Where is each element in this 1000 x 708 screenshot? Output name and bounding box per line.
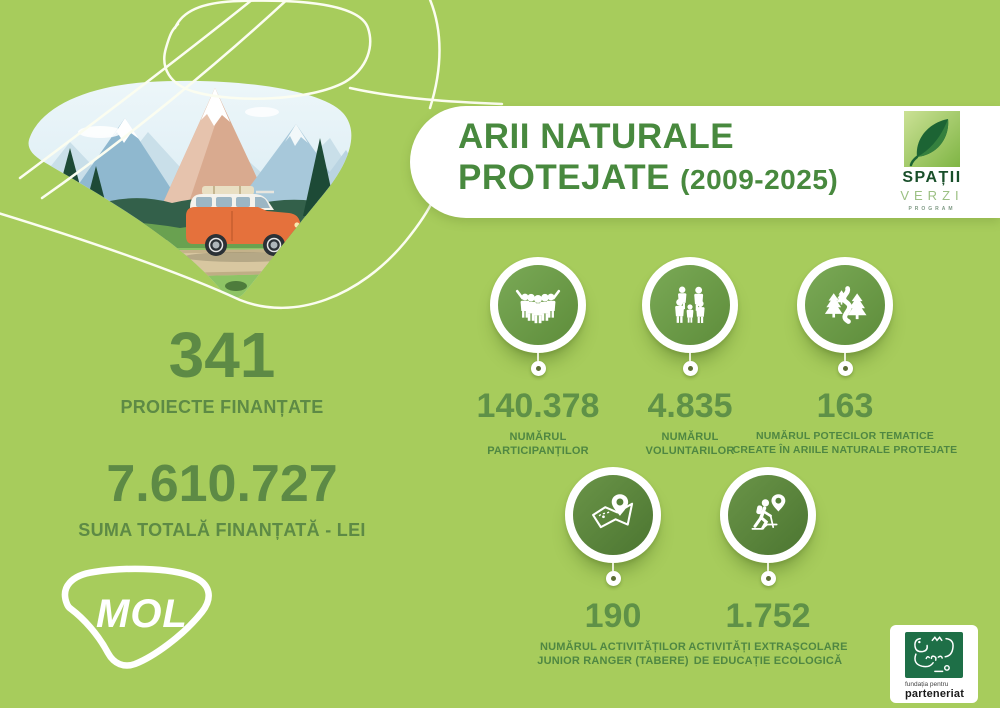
decorative-swoosh-lines bbox=[0, 0, 504, 309]
page-title: ARII NATURALE PROTEJATE (2009-2025) bbox=[458, 116, 838, 199]
projects-label: PROIECTE FINANȚATE bbox=[120, 396, 324, 417]
header-banner: ARII NATURALE PROTEJATE (2009-2025) bbox=[410, 106, 1000, 218]
connector-line bbox=[767, 563, 769, 571]
camper-van bbox=[184, 186, 303, 262]
stat-label: NUMĂRUL PARTICIPANȚILOR bbox=[487, 431, 589, 458]
connector-dot bbox=[682, 361, 698, 376]
stat-label: NUMĂRUL POTECILOR TEMATICE CREATE ÎN ARI… bbox=[732, 430, 958, 456]
hiker-pin-icon bbox=[720, 467, 816, 563]
stat-participants: 140.378 NUMĂRUL PARTICIPANȚILOR bbox=[448, 257, 628, 459]
connector-dot bbox=[760, 571, 776, 586]
partner-doodle-icon bbox=[905, 632, 963, 678]
program-logo-name2: VERZI bbox=[900, 188, 964, 203]
connector-line bbox=[844, 353, 846, 361]
connector-dot bbox=[530, 361, 546, 376]
spatii-verzi-logo: SPAȚII VERZI PROGRAM bbox=[890, 111, 974, 212]
stat-value: 1.752 bbox=[725, 597, 811, 635]
forest-trail-icon bbox=[797, 257, 893, 353]
title-line-2: PROTEJATE (2009-2025) bbox=[458, 158, 839, 198]
stat-label: NUMĂRUL ACTIVITĂȚILOR JUNIOR RANGER (TAB… bbox=[537, 641, 689, 668]
mountain-van-scene bbox=[28, 80, 352, 298]
partner-name-line2: parteneriat bbox=[905, 688, 965, 700]
stat-label: NUMĂRUL VOLUNTARILOR bbox=[645, 431, 735, 458]
stat-value: 163 bbox=[816, 387, 874, 425]
mol-logo: MOL bbox=[52, 562, 222, 682]
stat-thematic-trails: 163 NUMĂRUL POTECILOR TEMATICE CREATE ÎN… bbox=[725, 257, 965, 457]
connector-dot bbox=[605, 571, 621, 586]
volunteers-icon bbox=[642, 257, 738, 353]
leaf-icon bbox=[904, 111, 960, 167]
svg-text:MOL: MOL bbox=[96, 592, 188, 636]
connector-dot bbox=[837, 361, 853, 376]
total-funding: 7.610.727 bbox=[106, 454, 338, 513]
stat-volunteers: 4.835 NUMĂRUL VOLUNTARILOR bbox=[610, 257, 770, 459]
stat-value: 190 bbox=[584, 597, 642, 635]
crowd-icon bbox=[490, 257, 586, 353]
map-pin-icon bbox=[565, 467, 661, 563]
projects-count: 341 bbox=[168, 319, 276, 391]
stat-value: 140.378 bbox=[476, 387, 600, 425]
total-funding-label: SUMA TOTALĂ FINANȚATĂ - LEI bbox=[78, 519, 366, 540]
partner-name-line1: fundația pentru bbox=[905, 681, 949, 688]
stat-value: 4.835 bbox=[647, 387, 733, 425]
stat-label: ACTIVITĂȚI EXTRAȘCOLARE DE EDUCAȚIE ECOL… bbox=[688, 641, 848, 668]
title-line-1: ARII NATURALE bbox=[458, 117, 735, 156]
stat-eco-education: 1.752 ACTIVITĂȚI EXTRAȘCOLARE DE EDUCAȚI… bbox=[663, 467, 873, 669]
program-logo-subtitle: PROGRAM bbox=[908, 206, 956, 212]
title-period: (2009-2025) bbox=[680, 164, 839, 196]
program-logo-name: SPAȚII bbox=[902, 169, 962, 186]
connector-line bbox=[612, 563, 614, 571]
connector-line bbox=[537, 353, 539, 361]
partner-foundation-logo: fundația pentru parteneriat bbox=[890, 625, 978, 703]
funding-summary: 341 PROIECTE FINANȚATE 7.610.727 SUMA TO… bbox=[40, 319, 404, 541]
stat-junior-ranger: 190 NUMĂRUL ACTIVITĂȚILOR JUNIOR RANGER … bbox=[513, 467, 713, 669]
connector-line bbox=[689, 353, 691, 361]
